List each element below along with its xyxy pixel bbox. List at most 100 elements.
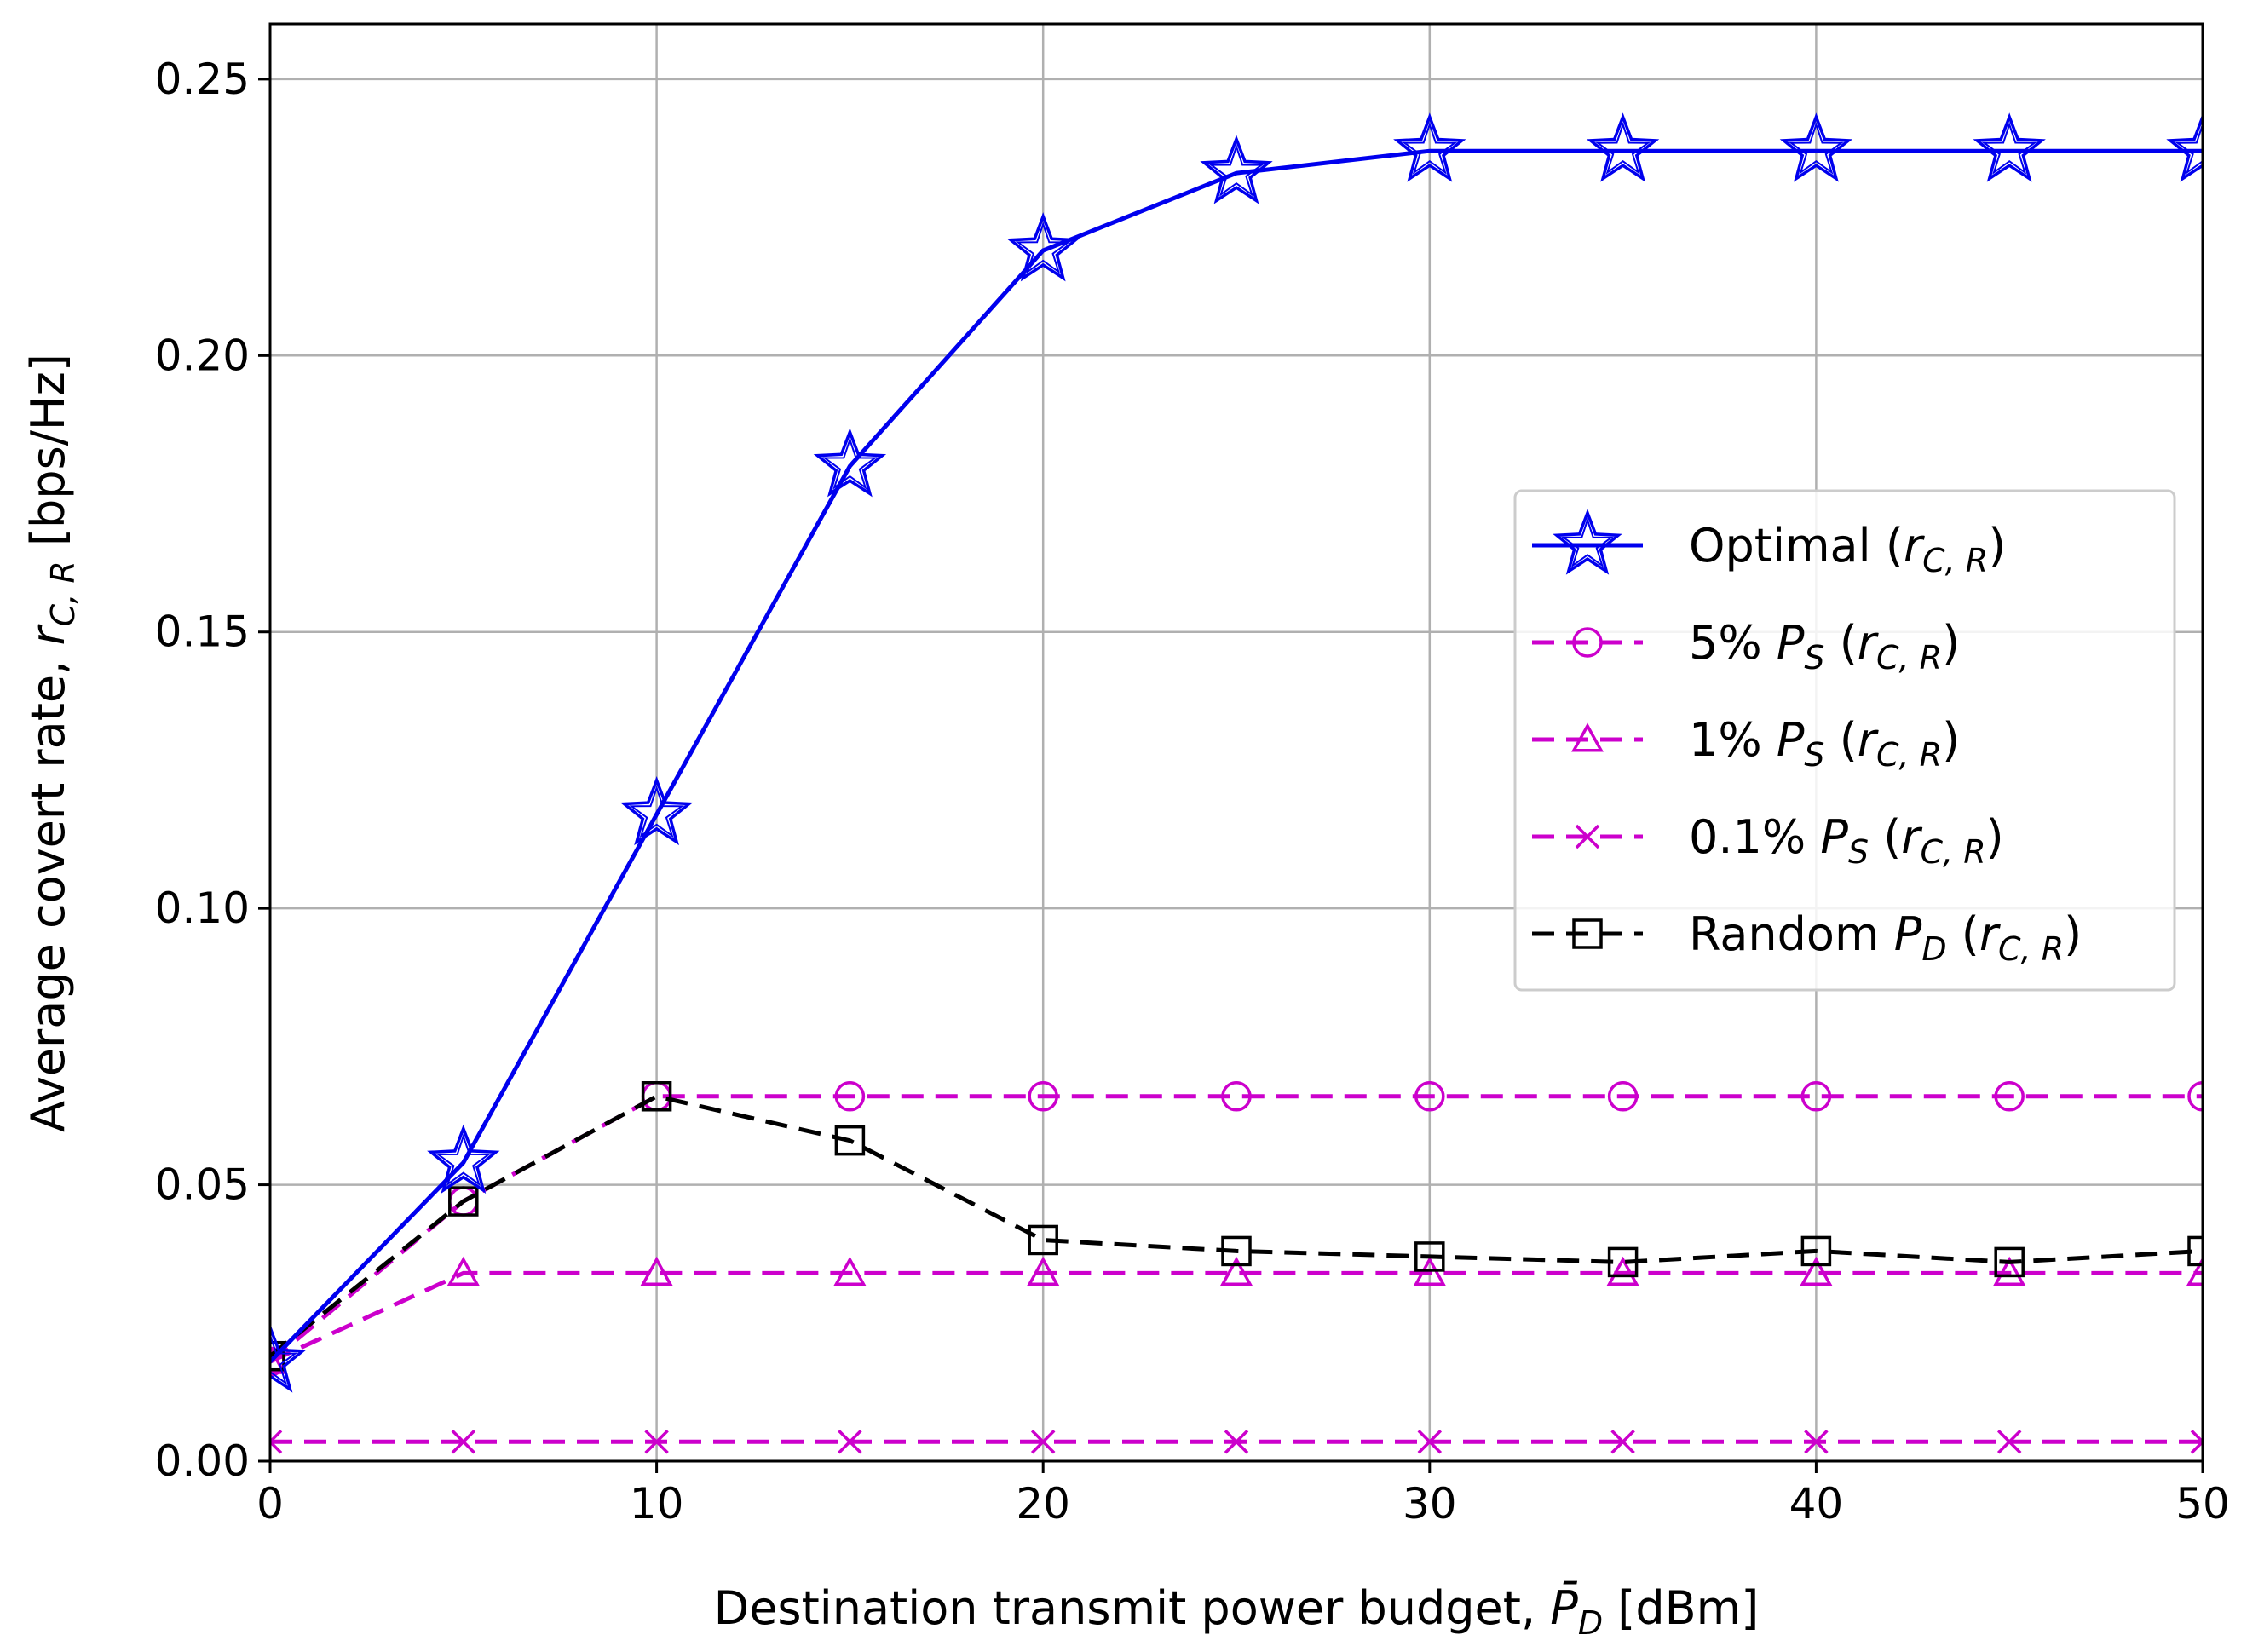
axis-ticks: 0 10 20 30 40 50 0.00 0.05 0.10 0.15 0.20 0.25 [155, 55, 2230, 1528]
y-tick-label: 0.25 [155, 55, 250, 104]
data-point [838, 1430, 862, 1454]
data-point [1028, 1081, 1058, 1112]
data-point [270, 1344, 286, 1374]
x-axis-label-symbol: P̄ [1550, 1581, 1578, 1635]
data-point [1028, 1224, 1058, 1256]
legend-marker [1553, 509, 1622, 575]
data-point [2166, 112, 2203, 182]
data-point [1800, 1081, 1832, 1112]
y-tick-label: 0.05 [155, 1160, 250, 1210]
data-point [2187, 1235, 2203, 1267]
data-point [1224, 1430, 1249, 1454]
series-line [270, 1094, 2203, 1364]
data-point [1779, 112, 1853, 182]
legend-marker [1572, 918, 1603, 949]
series-line [270, 1094, 2203, 1358]
data-point [1393, 112, 1466, 182]
data-point [1973, 112, 2046, 182]
data-point [270, 1430, 283, 1454]
data-point [1996, 1430, 2022, 1454]
legend-label: 1% PS (rC, R) [1689, 713, 1960, 774]
legend-marker [1571, 722, 1604, 752]
y-axis-label-subscript: C, R [44, 561, 82, 626]
x-tick-label: 10 [630, 1479, 684, 1528]
data-point [1221, 1081, 1252, 1112]
data-point [1800, 1256, 1833, 1286]
data-point [1994, 1081, 2025, 1112]
data-point [1413, 1256, 1446, 1286]
data-point [1800, 1235, 1832, 1267]
x-axis-label-unit: [dBm] [1603, 1581, 1759, 1635]
series-0 [270, 112, 2203, 1393]
data-point [641, 1081, 672, 1112]
y-axis-label-symbol: r [21, 625, 75, 646]
series-2 [270, 1256, 2203, 1374]
data-point [1200, 135, 1273, 204]
data-point [834, 1125, 866, 1156]
data-point [1610, 1430, 1635, 1454]
x-axis-label-text: Destination transmit power budget, [714, 1581, 1551, 1635]
x-tick-label: 40 [1789, 1479, 1844, 1528]
legend-item: 1% PS (rC, R) [1532, 713, 1960, 774]
legend-box [1513, 489, 2176, 992]
y-tick-label: 0.20 [155, 331, 250, 380]
data-point [1006, 212, 1080, 282]
y-axis-label-text: Average covert rate, [21, 646, 75, 1132]
data-point [813, 428, 887, 498]
data-point [270, 1340, 285, 1372]
y-tick-label: 0.15 [155, 607, 250, 657]
x-axis-label-subscript: D [1578, 1604, 1603, 1642]
series-line [270, 148, 2203, 1363]
data-point [1030, 1430, 1056, 1454]
data-point [1417, 1430, 1443, 1454]
data-point [644, 1430, 669, 1454]
data-point [1606, 1256, 1639, 1286]
x-tick-label: 30 [1403, 1479, 1457, 1528]
legend-marker [1572, 627, 1603, 658]
x-tick-label: 20 [1016, 1479, 1070, 1528]
series-4 [270, 1081, 2203, 1372]
data-point [833, 1256, 867, 1286]
legend-item: 0.1% PS (rC, R) [1532, 810, 2004, 871]
y-tick-label: 0.10 [155, 884, 250, 933]
data-point [1993, 1256, 2026, 1286]
x-tick-label: 50 [2175, 1479, 2230, 1528]
legend-item: Optimal (rC, R) [1532, 509, 2006, 579]
data-point [1414, 1241, 1445, 1272]
data-point [1027, 1256, 1060, 1286]
data-point [427, 1124, 500, 1194]
data-point [2186, 1256, 2203, 1286]
data-point [2190, 1430, 2203, 1454]
data-point [1804, 1430, 1829, 1454]
data-point [448, 1186, 479, 1217]
data-point [1607, 1246, 1639, 1278]
plot-series [270, 112, 2203, 1454]
legend: Optimal (rC, R) 5% PS (rC, R) 1% PS (rC, R… [1513, 489, 2176, 992]
data-point [451, 1430, 476, 1454]
data-point [270, 1323, 307, 1393]
plot-frame [268, 22, 2204, 1463]
y-axis-label-unit: [bps/Hz] [21, 354, 75, 561]
y-axis-label: Average covert rate, rC, R [bps/Hz] [21, 354, 82, 1132]
data-point [1607, 1081, 1639, 1112]
series-1 [270, 1081, 2203, 1377]
data-point [1220, 1256, 1253, 1286]
data-point [1414, 1081, 1445, 1112]
legend-label: Optimal (rC, R) [1689, 519, 2006, 579]
legend-marker [1575, 824, 1600, 849]
legend-item: 5% PS (rC, R) [1532, 616, 1960, 676]
data-point [619, 775, 694, 846]
series-line [270, 1270, 2203, 1364]
data-point [1586, 112, 1660, 182]
series-3 [270, 1430, 2203, 1454]
data-point [834, 1081, 866, 1112]
legend-label: 0.1% PS (rC, R) [1689, 810, 2004, 871]
legend-label: 5% PS (rC, R) [1689, 616, 1960, 676]
data-point [1221, 1235, 1252, 1267]
y-tick-label: 0.00 [155, 1436, 250, 1486]
legend-item: Random PD (rC, R) [1532, 907, 2082, 968]
x-axis-label: Destination transmit power budget, P̄D [… [714, 1581, 1760, 1642]
legend-label: Random PD (rC, R) [1689, 907, 2082, 968]
x-tick-label: 0 [256, 1479, 284, 1528]
